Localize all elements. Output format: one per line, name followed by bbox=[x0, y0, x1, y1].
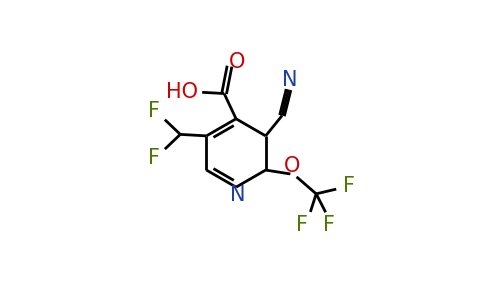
Text: O: O bbox=[284, 156, 301, 176]
Text: F: F bbox=[323, 215, 334, 235]
Text: HO: HO bbox=[166, 82, 198, 102]
Text: F: F bbox=[148, 148, 160, 168]
Text: N: N bbox=[230, 185, 245, 206]
Text: O: O bbox=[229, 52, 245, 72]
Text: F: F bbox=[343, 176, 355, 196]
Text: N: N bbox=[282, 70, 298, 90]
Text: F: F bbox=[296, 215, 308, 235]
Text: F: F bbox=[148, 101, 160, 121]
